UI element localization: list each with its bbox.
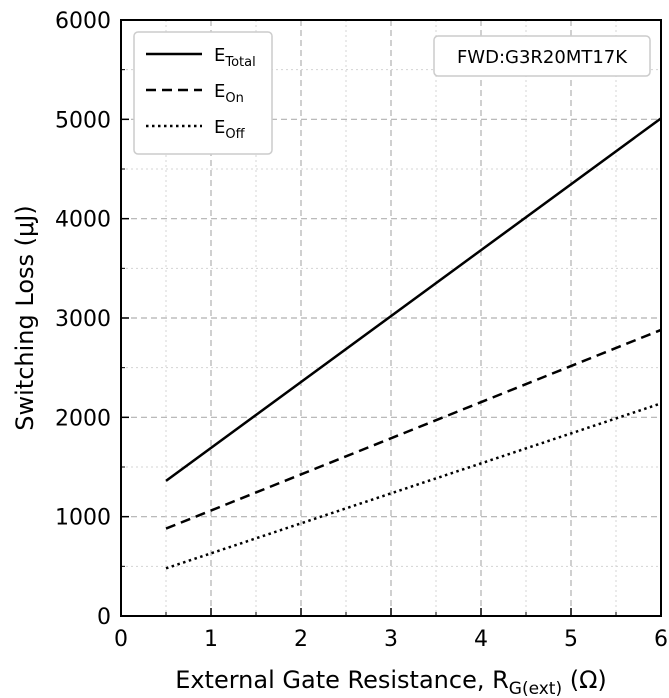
- x-tick-label: 2: [294, 627, 308, 652]
- legend-box: [133, 31, 273, 155]
- legend-label-subscript: Off: [225, 127, 245, 142]
- series-line-off: [165, 402, 662, 570]
- series-line-total: [165, 117, 662, 482]
- y-axis-label: Switching Loss (μJ): [11, 205, 39, 430]
- x-axis-label-unit: (Ω): [562, 666, 607, 694]
- x-tick-label: 5: [564, 627, 578, 652]
- axis-ticks: 0 1 2 3 4 5 6 0 1000 2000 3000 4000 5000 6000: [55, 9, 668, 652]
- series-lines: [165, 117, 662, 570]
- legend-label-on: EOn: [214, 81, 244, 106]
- legend-label-main: E: [214, 81, 225, 102]
- x-tick-label: 6: [654, 627, 668, 652]
- x-tick-label: 1: [204, 627, 218, 652]
- y-tick-label: 4000: [55, 208, 111, 233]
- annotation-box: [433, 35, 651, 77]
- x-tick-label: 4: [474, 627, 488, 652]
- y-tick-label: 5000: [55, 108, 111, 133]
- series-line-on: [165, 328, 662, 530]
- x-tick-label: 0: [114, 627, 128, 652]
- y-tick-label: 1000: [55, 506, 111, 531]
- legend-label-off: EOff: [214, 117, 246, 142]
- y-tick-label: 6000: [55, 9, 111, 34]
- legend-label-main: E: [214, 45, 225, 66]
- annotation-text: FWD:G3R20MT17K: [457, 47, 628, 68]
- legend-label-main: E: [214, 117, 225, 138]
- legend-label-subscript: On: [225, 91, 243, 106]
- x-axis-label: External Gate Resistance, RG(ext) (Ω): [175, 666, 607, 698]
- x-axis-label-subscript: G(ext): [509, 679, 562, 698]
- legend-label-subscript: Total: [224, 55, 255, 70]
- y-tick-label: 2000: [55, 406, 111, 431]
- legend-label-total: ETotal: [214, 45, 256, 70]
- y-tick-label: 0: [97, 605, 111, 630]
- fwd-annotation: FWD:G3R20MT17K: [433, 35, 651, 77]
- y-tick-label: 3000: [55, 307, 111, 332]
- x-tick-label: 3: [384, 627, 398, 652]
- x-axis-label-main: External Gate Resistance, R: [175, 666, 509, 694]
